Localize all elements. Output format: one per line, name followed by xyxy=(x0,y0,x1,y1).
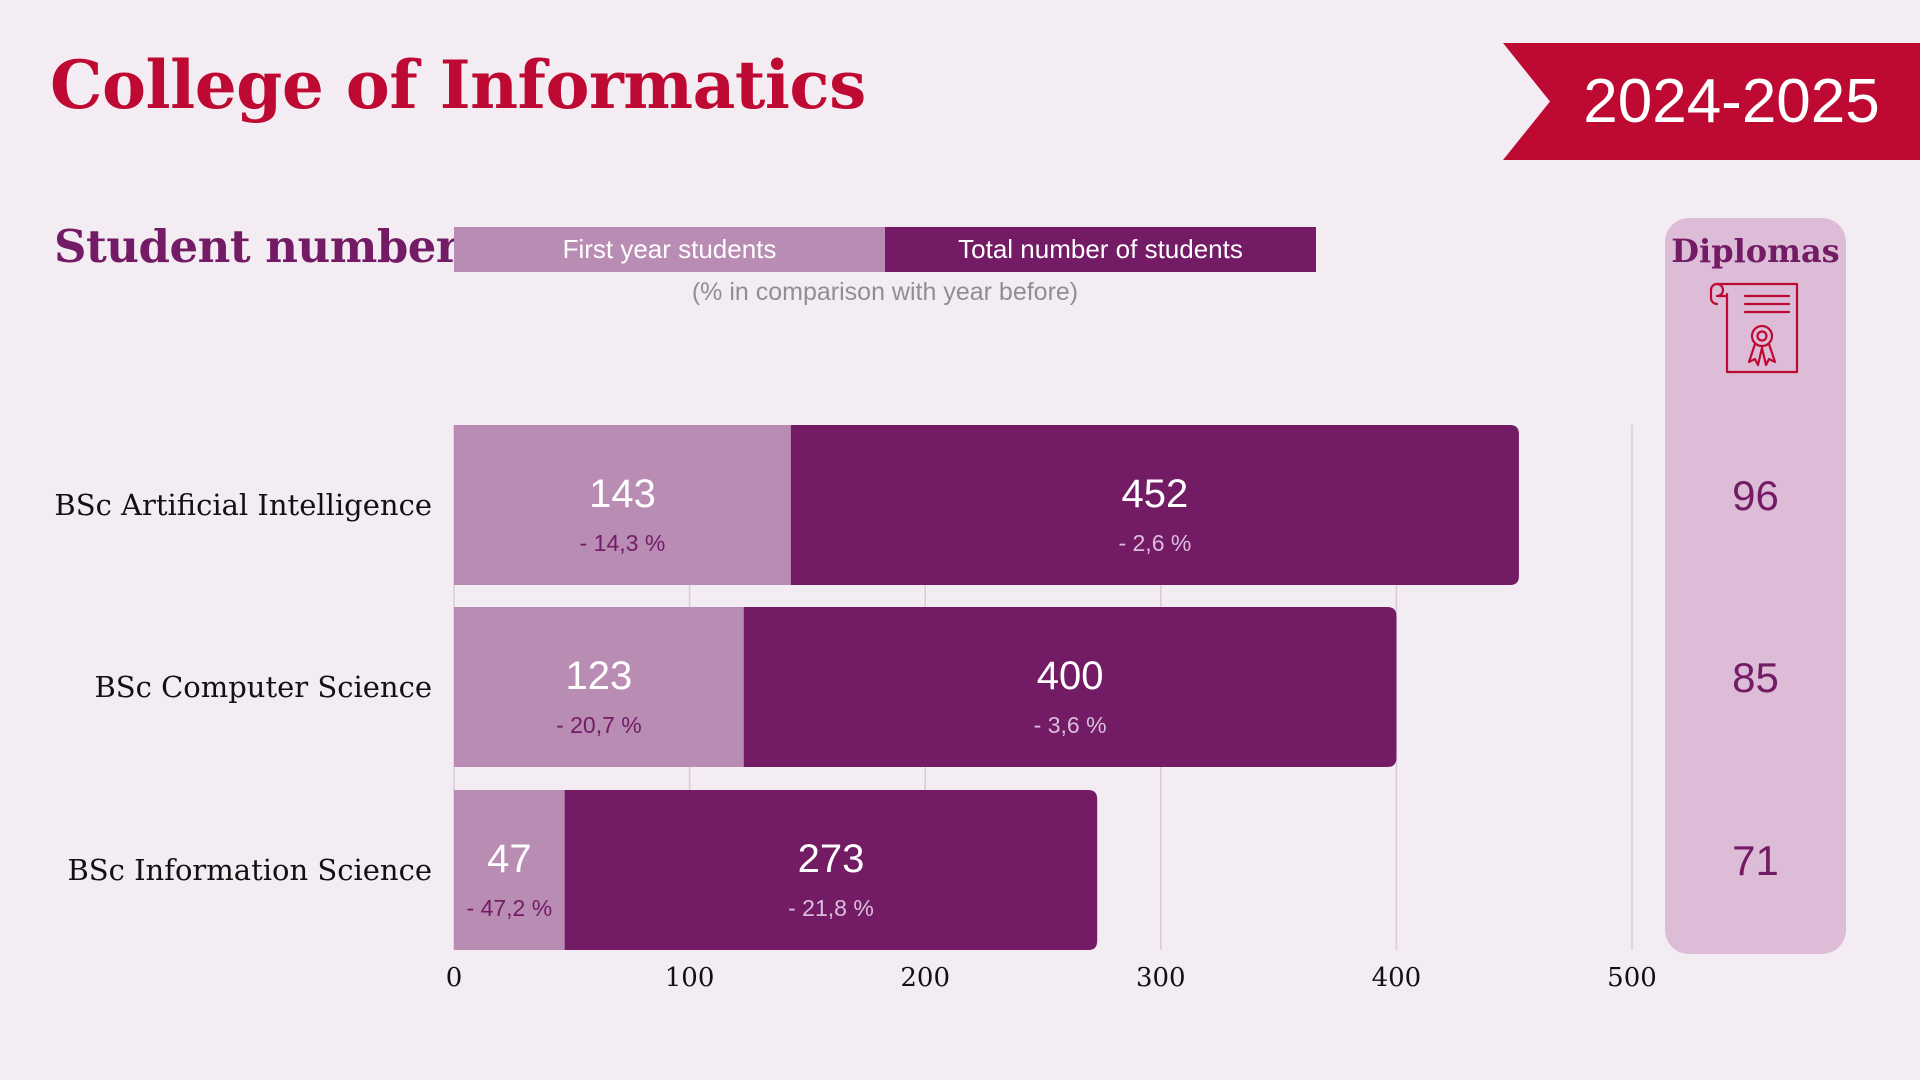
category-label-cs: BSc Computer Science xyxy=(94,670,432,704)
tick-label-200: 200 xyxy=(900,963,950,993)
chart-axis: 0 100 200 300 400 500 xyxy=(446,963,1657,993)
tick-label-400: 400 xyxy=(1372,963,1422,993)
value-first-year-ai: 143 xyxy=(589,472,656,516)
tick-label-500: 500 xyxy=(1607,963,1657,993)
year-label: 2024-2025 xyxy=(1583,67,1880,136)
bar-first-year-ai xyxy=(454,425,791,585)
bar-total-is xyxy=(454,790,1098,950)
change-total-is: - 21,8 % xyxy=(788,895,874,921)
change-total-ai: - 2,6 % xyxy=(1118,530,1191,556)
change-first-year-ai: - 14,3 % xyxy=(580,530,666,556)
value-first-year-cs: 123 xyxy=(566,654,633,698)
chart-labels: BSc Artificial Intelligence 143 - 14,3 % 45… xyxy=(54,472,1191,921)
page-title: College of Informatics xyxy=(50,46,866,124)
category-label-ai: BSc Artificial Intelligence xyxy=(54,488,432,522)
diplomas-title: Diplomas xyxy=(1671,232,1840,270)
value-total-cs: 400 xyxy=(1037,654,1104,698)
student-numbers-chart: BSc Artificial Intelligence 143 - 14,3 % 45… xyxy=(54,425,1657,993)
value-total-ai: 452 xyxy=(1122,472,1189,516)
bar-first-year-is xyxy=(454,790,565,950)
value-first-year-is: 47 xyxy=(487,837,532,881)
change-first-year-is: - 47,2 % xyxy=(467,895,553,921)
tick-label-300: 300 xyxy=(1136,963,1186,993)
change-first-year-cs: - 20,7 % xyxy=(556,712,642,738)
year-ribbon: 2024-2025 xyxy=(1503,43,1920,160)
diploma-value-ai: 96 xyxy=(1732,472,1779,519)
tick-label-100: 100 xyxy=(665,963,715,993)
tick-label-0: 0 xyxy=(446,963,463,993)
diploma-value-cs: 85 xyxy=(1732,654,1779,701)
change-total-cs: - 3,6 % xyxy=(1034,712,1107,738)
chart-legend: First year students Total number of stud… xyxy=(454,227,1316,272)
chart-bars xyxy=(454,425,1519,950)
value-total-is: 273 xyxy=(798,837,865,881)
diplomas-panel: Diplomas 96 85 71 xyxy=(1665,218,1846,954)
bar-first-year-cs xyxy=(454,607,744,767)
section-heading: Student numbers xyxy=(54,220,484,273)
diploma-certificate-icon xyxy=(1709,282,1799,374)
legend-note: (% in comparison with year before) xyxy=(691,278,1079,306)
diploma-value-is: 71 xyxy=(1732,837,1779,884)
legend-total: Total number of students xyxy=(885,227,1316,272)
legend-first-year: First year students xyxy=(454,227,885,272)
category-label-is: BSc Information Science xyxy=(67,853,432,887)
